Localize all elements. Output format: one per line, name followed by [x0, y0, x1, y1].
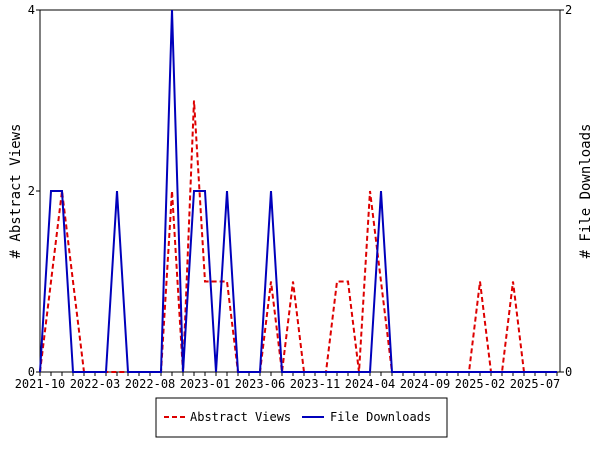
x-tick-label: 2022-08	[125, 377, 176, 391]
x-tick-label: 2023-11	[290, 377, 341, 391]
x-tick-label: 2024-09	[400, 377, 451, 391]
y2-tick-label: 0	[565, 365, 572, 379]
legend-label-views: Abstract Views	[190, 410, 291, 424]
x-tick-label: 2022-03	[70, 377, 121, 391]
x-tick-label: 2021-10	[15, 377, 66, 391]
y-tick-label: 2	[28, 184, 35, 198]
legend-label-downloads: File Downloads	[330, 410, 431, 424]
y-tick-label: 0	[28, 365, 35, 379]
y2-axis-label: # File Downloads	[578, 124, 594, 259]
legend: Abstract Views File Downloads	[155, 397, 448, 438]
x-tick-label: 2025-02	[455, 377, 506, 391]
x-tick-label: 2025-07	[510, 377, 561, 391]
series-line-abstract-views	[39, 100, 557, 373]
series-line-file-downloads	[39, 9, 557, 373]
x-tick-label: 2023-01	[180, 377, 231, 391]
y-tick-label: 4	[28, 3, 35, 17]
y2-tick-label: 2	[565, 3, 572, 17]
x-tick-label: 2024-04	[345, 377, 396, 391]
x-tick-label: 2023-06	[235, 377, 286, 391]
y-axis-label: # Abstract Views	[8, 124, 24, 259]
plot-area	[39, 9, 561, 373]
